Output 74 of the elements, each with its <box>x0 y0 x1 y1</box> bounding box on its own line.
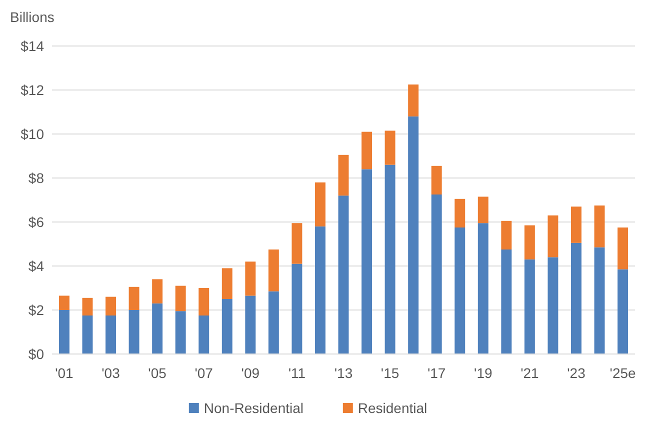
x-tick-label: '21 <box>520 365 540 381</box>
bar <box>82 316 93 354</box>
x-tick-label: '15 <box>380 365 400 381</box>
bar <box>245 296 256 354</box>
bar <box>548 257 558 354</box>
bar <box>82 298 93 316</box>
bar <box>175 311 186 354</box>
bar <box>128 286 140 310</box>
bar <box>222 299 232 354</box>
bar <box>268 250 279 292</box>
y-tick-label: $2 <box>28 302 44 318</box>
y-tick-label: $12 <box>20 82 44 98</box>
bar <box>618 269 628 354</box>
legend-label: Non-Residential <box>204 400 304 416</box>
x-tick-label: '09 <box>241 365 260 381</box>
bar <box>58 310 70 354</box>
x-tick-label: '17 <box>427 365 446 381</box>
bar <box>338 196 349 354</box>
x-tick-label: '25e <box>610 365 636 381</box>
bar <box>314 226 326 354</box>
bar <box>431 194 442 354</box>
bar <box>454 198 466 228</box>
bar <box>152 303 163 354</box>
y-tick-label: $8 <box>28 170 44 186</box>
x-tick-label: '03 <box>102 365 120 381</box>
y-axis-title: Billions <box>10 9 54 25</box>
bar <box>408 116 419 354</box>
bar <box>106 316 116 354</box>
bar <box>245 262 256 296</box>
bar <box>548 215 558 258</box>
bar <box>222 268 232 299</box>
bar <box>431 166 442 194</box>
bar <box>408 84 419 116</box>
y-tick-label: $10 <box>20 126 44 142</box>
bar <box>58 296 70 310</box>
bar <box>524 259 535 354</box>
bar <box>594 206 605 248</box>
bar <box>384 130 396 165</box>
bar <box>198 316 210 354</box>
bar <box>571 242 582 354</box>
bar <box>362 169 372 354</box>
y-tick-label: $0 <box>28 346 44 362</box>
bar <box>524 225 535 260</box>
bar <box>314 182 326 226</box>
bar <box>501 220 512 250</box>
bar <box>292 223 302 264</box>
bar <box>292 264 302 354</box>
x-tick-label: '19 <box>474 365 492 381</box>
x-tick-label: '07 <box>194 365 214 381</box>
x-tick-label: '01 <box>55 365 74 381</box>
bar <box>384 164 396 354</box>
bar <box>478 223 488 354</box>
bar <box>106 296 116 316</box>
bar <box>618 228 628 270</box>
bar <box>338 154 349 196</box>
bar <box>268 291 279 354</box>
bar <box>198 288 210 316</box>
x-tick-label: '11 <box>288 365 306 381</box>
bar <box>594 247 605 354</box>
x-tick-label: '23 <box>567 365 586 381</box>
bar <box>571 206 582 243</box>
y-tick-label: $4 <box>28 258 44 274</box>
legend-label: Residential <box>358 400 428 416</box>
bar <box>478 196 488 224</box>
y-tick-label: $14 <box>20 38 44 54</box>
bar <box>128 310 140 354</box>
bar <box>152 279 163 304</box>
x-tick-label: '13 <box>334 365 353 381</box>
y-tick-label: $6 <box>28 214 44 230</box>
x-tick-label: '05 <box>148 365 167 381</box>
bar <box>454 228 466 354</box>
bar <box>362 132 372 170</box>
bar <box>175 286 186 312</box>
bar <box>501 250 512 354</box>
